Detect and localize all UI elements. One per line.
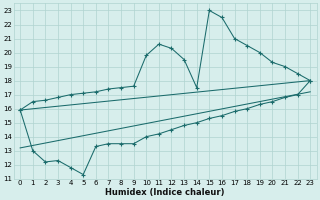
- X-axis label: Humidex (Indice chaleur): Humidex (Indice chaleur): [106, 188, 225, 197]
